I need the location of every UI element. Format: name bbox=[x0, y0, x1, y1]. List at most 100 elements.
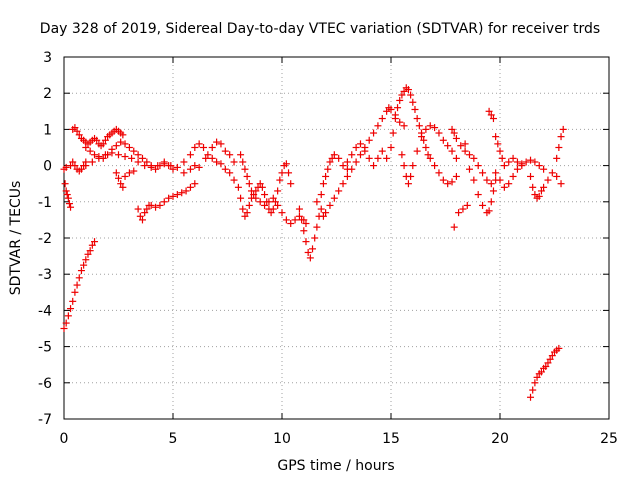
data-point-plus bbox=[274, 187, 282, 195]
data-point-plus bbox=[125, 169, 133, 177]
data-point-plus bbox=[243, 209, 251, 217]
data-point-plus bbox=[278, 209, 286, 217]
data-point-plus bbox=[435, 129, 443, 137]
x-axis-label: GPS time / hours bbox=[277, 458, 394, 474]
data-point-plus bbox=[450, 129, 458, 137]
data-point-plus bbox=[143, 205, 151, 213]
data-point-plus bbox=[186, 165, 194, 173]
data-point-plus bbox=[352, 144, 360, 151]
data-point-plus bbox=[531, 379, 539, 387]
data-point-plus bbox=[130, 167, 138, 175]
data-point-plus bbox=[245, 201, 253, 209]
y-tick-label: -4 bbox=[38, 303, 52, 319]
data-point-plus bbox=[330, 194, 338, 202]
data-point-plus bbox=[326, 201, 334, 209]
data-point-plus bbox=[60, 325, 68, 332]
data-point-plus bbox=[62, 163, 70, 171]
data-point-plus bbox=[226, 151, 234, 159]
data-point-plus bbox=[348, 151, 356, 159]
data-point-plus bbox=[136, 212, 144, 220]
data-point-plus bbox=[557, 180, 565, 188]
data-point-plus bbox=[529, 386, 537, 394]
data-point-plus bbox=[191, 162, 199, 170]
data-point-plus bbox=[492, 169, 500, 177]
data-point-plus bbox=[535, 162, 543, 170]
data-point-plus bbox=[529, 183, 537, 191]
y-tick-label: -6 bbox=[38, 376, 52, 392]
data-point-plus bbox=[413, 115, 421, 123]
data-point-plus bbox=[134, 205, 142, 213]
data-point-plus bbox=[479, 201, 487, 209]
data-point-plus bbox=[396, 96, 404, 104]
data-point-plus bbox=[117, 180, 125, 188]
data-point-plus bbox=[67, 203, 75, 211]
y-tick-label: -3 bbox=[38, 267, 52, 283]
data-point-plus bbox=[500, 183, 508, 191]
data-point-plus bbox=[505, 158, 513, 166]
data-point-plus bbox=[513, 165, 521, 173]
data-point-plus bbox=[217, 160, 225, 168]
data-point-plus bbox=[555, 344, 563, 352]
data-point-plus bbox=[75, 274, 83, 282]
data-point-plus bbox=[339, 180, 347, 188]
data-point-plus bbox=[537, 187, 545, 195]
data-point-plus bbox=[71, 162, 79, 170]
data-point-plus bbox=[356, 151, 364, 159]
data-point-plus bbox=[86, 147, 94, 155]
data-point-plus bbox=[71, 124, 79, 132]
data-point-plus bbox=[509, 172, 517, 180]
data-point-plus bbox=[62, 319, 70, 327]
data-point-plus bbox=[391, 115, 399, 123]
data-point-plus bbox=[431, 124, 439, 132]
data-point-plus bbox=[91, 238, 99, 246]
data-point-plus bbox=[322, 172, 330, 180]
data-point-plus bbox=[267, 209, 275, 217]
data-point-plus bbox=[95, 154, 103, 162]
data-point-plus bbox=[313, 223, 321, 231]
data-point-plus bbox=[169, 192, 177, 200]
data-point-plus bbox=[178, 189, 186, 197]
data-point-plus bbox=[191, 180, 199, 188]
data-point-plus bbox=[559, 125, 567, 133]
data-point-plus bbox=[400, 162, 408, 170]
data-point-plus bbox=[261, 191, 269, 199]
data-point-plus bbox=[282, 216, 290, 224]
data-point-plus bbox=[182, 187, 190, 195]
data-point-plus bbox=[448, 125, 456, 133]
data-point-plus bbox=[404, 180, 412, 188]
chart-title: Day 328 of 2019, Sidereal Day-to-day VTE… bbox=[40, 21, 600, 37]
data-point-plus bbox=[237, 151, 245, 159]
x-tick-label: 20 bbox=[491, 431, 509, 447]
data-point-plus bbox=[302, 220, 310, 228]
data-point-plus bbox=[452, 172, 460, 180]
data-point-plus bbox=[319, 180, 327, 188]
data-point-plus bbox=[80, 261, 88, 269]
data-point-plus bbox=[348, 165, 356, 173]
data-point-plus bbox=[387, 105, 395, 113]
data-point-plus bbox=[147, 201, 155, 209]
data-point-plus bbox=[300, 227, 308, 235]
data-point-plus bbox=[317, 191, 325, 199]
data-point-plus bbox=[335, 154, 343, 162]
data-point-plus bbox=[494, 140, 502, 148]
data-point-plus bbox=[77, 165, 85, 173]
data-point-plus bbox=[82, 256, 90, 264]
data-point-plus bbox=[527, 172, 535, 180]
data-point-plus bbox=[557, 133, 565, 141]
data-point-plus bbox=[343, 172, 351, 180]
data-point-plus bbox=[313, 198, 321, 206]
data-point-plus bbox=[167, 162, 175, 170]
data-point-plus bbox=[479, 169, 487, 177]
data-point-plus bbox=[463, 201, 471, 209]
data-point-plus bbox=[319, 212, 327, 220]
data-point-plus bbox=[108, 149, 116, 157]
x-tick-label: 5 bbox=[169, 431, 178, 447]
data-point-plus bbox=[398, 151, 406, 159]
data-point-plus bbox=[221, 165, 229, 173]
data-point-plus bbox=[409, 98, 417, 106]
data-point-plus bbox=[269, 205, 277, 213]
data-point-plus bbox=[63, 191, 71, 199]
data-point-plus bbox=[128, 154, 136, 162]
